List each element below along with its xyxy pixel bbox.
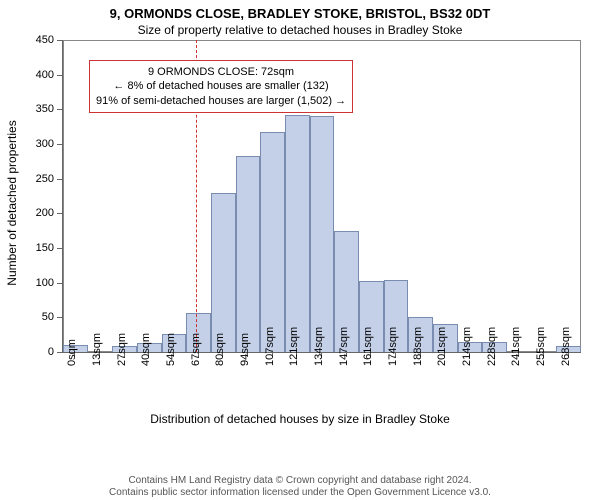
y-tick-label: 450 bbox=[28, 34, 54, 46]
y-axis-title: Number of detached properties bbox=[5, 47, 19, 359]
y-tick-label: 100 bbox=[28, 277, 54, 289]
histogram-bar bbox=[236, 156, 261, 352]
y-tick-label: 300 bbox=[28, 138, 54, 150]
y-tick-label: 0 bbox=[28, 346, 54, 358]
page-title: 9, ORMONDS CLOSE, BRADLEY STOKE, BRISTOL… bbox=[0, 0, 600, 21]
y-tick-mark bbox=[57, 40, 62, 41]
annotation-line: ← 8% of detached houses are smaller (132… bbox=[96, 79, 346, 93]
histogram-bar bbox=[260, 132, 285, 352]
y-tick-label: 400 bbox=[28, 69, 54, 81]
y-tick-mark bbox=[57, 317, 62, 318]
y-tick-label: 50 bbox=[28, 311, 54, 323]
plot-region: 9 ORMONDS CLOSE: 72sqm← 8% of detached h… bbox=[62, 40, 581, 353]
y-tick-label: 350 bbox=[28, 103, 54, 115]
attribution-line-1: Contains HM Land Registry data © Crown c… bbox=[0, 475, 600, 486]
y-tick-mark bbox=[57, 179, 62, 180]
y-tick-mark bbox=[57, 75, 62, 76]
histogram-bar bbox=[285, 115, 310, 352]
x-axis-title: Distribution of detached houses by size … bbox=[0, 412, 600, 426]
y-tick-mark bbox=[57, 283, 62, 284]
attribution-line-2: Contains public sector information licen… bbox=[0, 487, 600, 498]
y-tick-label: 150 bbox=[28, 242, 54, 254]
y-tick-label: 250 bbox=[28, 173, 54, 185]
y-tick-mark bbox=[57, 352, 62, 353]
y-tick-mark bbox=[57, 109, 62, 110]
y-tick-mark bbox=[57, 213, 62, 214]
chart-area: 9 ORMONDS CLOSE: 72sqm← 8% of detached h… bbox=[0, 37, 600, 457]
y-tick-mark bbox=[57, 248, 62, 249]
annotation-line: 91% of semi-detached houses are larger (… bbox=[96, 94, 346, 108]
y-tick-mark bbox=[57, 144, 62, 145]
annotation-line: 9 ORMONDS CLOSE: 72sqm bbox=[96, 65, 346, 79]
annotation-box: 9 ORMONDS CLOSE: 72sqm← 8% of detached h… bbox=[89, 60, 353, 113]
histogram-bar bbox=[310, 116, 335, 352]
page-subtitle: Size of property relative to detached ho… bbox=[0, 21, 600, 37]
histogram-bar bbox=[211, 193, 236, 352]
y-tick-label: 200 bbox=[28, 207, 54, 219]
